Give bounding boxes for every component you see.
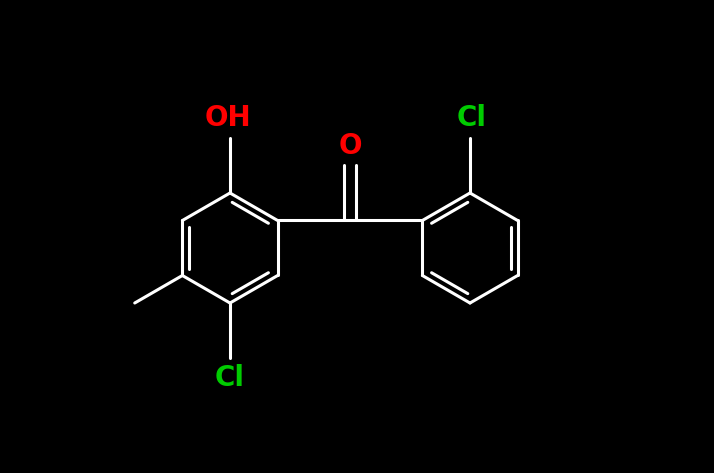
Text: Cl: Cl [215, 364, 245, 392]
Text: OH: OH [205, 104, 251, 132]
Text: Cl: Cl [457, 104, 487, 132]
Text: O: O [338, 131, 362, 159]
